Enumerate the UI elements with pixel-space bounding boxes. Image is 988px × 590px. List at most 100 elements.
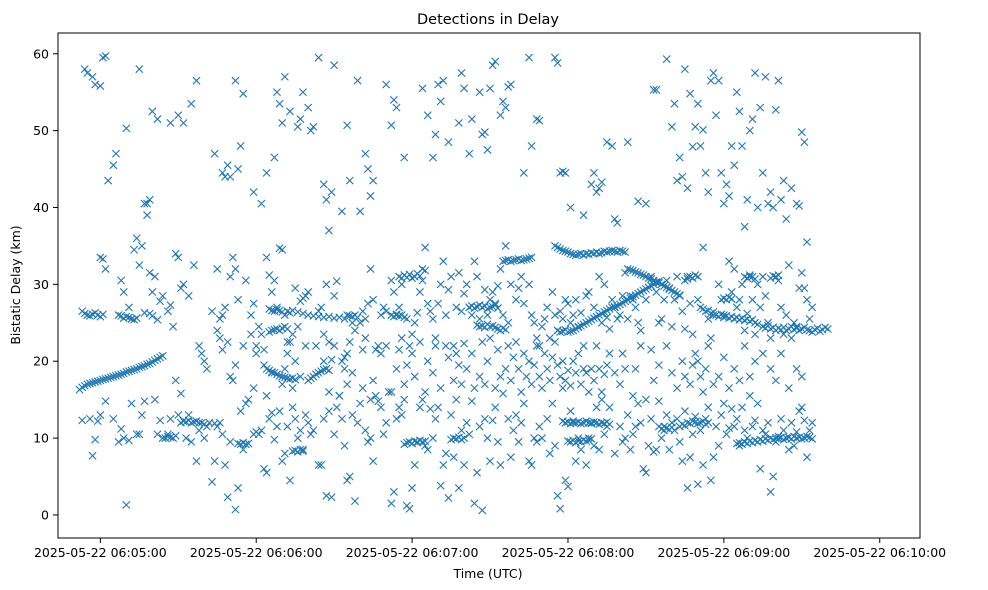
data-point xyxy=(719,199,728,208)
data-point xyxy=(589,303,598,312)
data-point xyxy=(641,295,650,304)
data-point xyxy=(686,89,695,98)
data-point xyxy=(439,76,448,85)
data-point xyxy=(460,289,469,298)
data-point xyxy=(743,309,752,318)
data-point xyxy=(660,422,669,431)
data-point xyxy=(402,314,411,323)
data-point xyxy=(704,403,713,412)
data-point xyxy=(634,399,643,408)
data-point xyxy=(771,437,780,446)
data-point xyxy=(158,434,167,443)
data-point xyxy=(392,414,401,423)
data-point xyxy=(519,349,528,358)
data-point xyxy=(366,434,375,443)
data-point xyxy=(135,65,144,74)
data-point xyxy=(483,311,492,320)
data-point xyxy=(691,412,700,421)
data-point xyxy=(790,318,798,327)
data-point xyxy=(493,437,502,446)
data-point xyxy=(525,357,533,366)
data-point xyxy=(699,125,708,134)
data-point xyxy=(182,434,191,443)
data-point xyxy=(366,191,375,200)
data-point xyxy=(589,417,598,426)
data-point xyxy=(561,295,570,304)
data-point xyxy=(293,322,302,331)
data-point xyxy=(641,468,650,477)
data-point xyxy=(449,376,458,385)
data-point xyxy=(78,416,87,425)
data-point xyxy=(628,295,637,304)
data-point xyxy=(236,407,245,416)
data-point xyxy=(215,334,224,343)
data-point xyxy=(745,391,754,400)
data-point xyxy=(730,364,739,373)
data-point xyxy=(324,366,333,375)
data-point xyxy=(314,460,323,469)
data-point xyxy=(267,368,276,377)
data-point xyxy=(473,468,482,477)
data-point xyxy=(725,257,734,266)
data-point xyxy=(478,338,487,346)
data-point xyxy=(215,418,224,427)
data-point xyxy=(447,272,456,281)
data-point xyxy=(745,272,754,281)
data-point xyxy=(660,295,669,304)
data-point xyxy=(470,257,479,266)
data-point xyxy=(621,248,630,257)
data-point xyxy=(460,84,469,93)
data-point xyxy=(283,349,292,358)
data-point xyxy=(361,314,370,323)
data-point xyxy=(722,430,731,439)
data-point xyxy=(444,494,453,503)
data-point xyxy=(719,353,728,362)
data-point xyxy=(540,314,549,323)
data-point xyxy=(795,407,804,416)
data-point xyxy=(784,384,793,393)
data-point xyxy=(808,434,817,443)
data-point xyxy=(623,411,632,420)
data-point xyxy=(769,472,778,481)
data-point xyxy=(621,434,630,443)
data-point xyxy=(288,306,297,315)
data-point xyxy=(517,272,526,281)
data-point xyxy=(267,288,276,297)
data-point xyxy=(418,276,427,285)
data-point xyxy=(493,304,502,313)
data-point xyxy=(96,411,105,420)
data-point xyxy=(135,430,144,439)
data-point xyxy=(738,280,747,289)
data-point xyxy=(670,295,679,304)
data-point xyxy=(257,199,266,208)
data-point xyxy=(254,322,263,331)
data-point xyxy=(527,460,536,469)
data-point xyxy=(83,380,92,389)
data-point xyxy=(470,499,479,508)
data-point xyxy=(395,303,404,312)
data-point xyxy=(483,145,492,154)
data-point xyxy=(753,280,762,289)
data-point xyxy=(402,361,411,370)
data-point xyxy=(379,303,388,312)
x-tick-label: 2025-05-22 06:06:00 xyxy=(190,545,323,560)
data-point xyxy=(179,118,188,127)
data-point xyxy=(615,246,624,255)
data-point xyxy=(356,399,365,408)
data-point xyxy=(727,404,736,413)
data-point xyxy=(667,368,676,377)
data-point xyxy=(582,291,591,300)
data-point xyxy=(327,493,336,502)
data-point xyxy=(509,256,518,265)
data-point xyxy=(337,207,346,216)
data-point xyxy=(823,324,832,333)
data-point xyxy=(550,338,559,346)
data-point xyxy=(156,297,165,306)
data-point xyxy=(252,349,261,358)
data-point xyxy=(488,416,497,425)
data-point xyxy=(184,411,193,420)
data-point xyxy=(234,484,243,493)
data-point xyxy=(434,80,443,89)
data-point xyxy=(766,334,775,343)
data-point xyxy=(618,291,627,300)
